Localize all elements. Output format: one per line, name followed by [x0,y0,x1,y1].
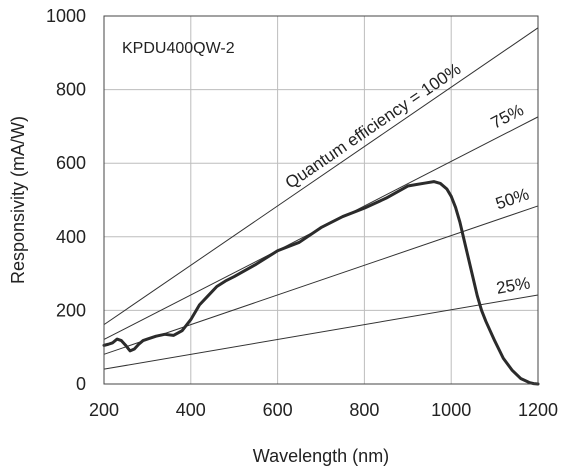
y-tick-labels: 0 200 400 600 800 1000 [46,6,86,394]
y-tick-label: 200 [56,300,86,320]
x-tick-label: 200 [89,400,119,420]
x-tick-label: 400 [176,400,206,420]
qe-label: 25% [495,273,532,297]
y-tick-label: 400 [56,227,86,247]
series-layer [102,180,540,386]
qe-label: 75% [488,100,527,132]
y-tick-label: 0 [76,374,86,394]
quantum-efficiency-lines [103,27,539,370]
grid [104,16,538,384]
y-tick-label: 1000 [46,6,86,26]
qe-label: Quantum efficiency = 100% [282,59,464,192]
qe-line [103,294,539,370]
x-tick-label: 800 [349,400,379,420]
model-annotation: KPDU400QW-2 [122,40,235,57]
x-tick-label: 1000 [431,400,471,420]
y-tick-label: 600 [56,153,86,173]
y-tick-label: 800 [56,80,86,100]
qe-label: 50% [493,184,531,213]
y-axis-title: Responsivity (mA/W) [8,116,28,284]
x-tick-labels: 200 400 600 800 1000 1200 [89,400,558,420]
qe-line [103,27,539,326]
plot-frame [103,15,539,385]
quantum-efficiency-labels: Quantum efficiency = 100% 75% 50% 25% [282,59,532,297]
x-tick-label: 1200 [518,400,558,420]
x-axis-title: Wavelength (nm) [253,446,389,466]
qe-line [103,205,539,355]
responsivity-curve [102,180,540,386]
x-tick-label: 600 [263,400,293,420]
